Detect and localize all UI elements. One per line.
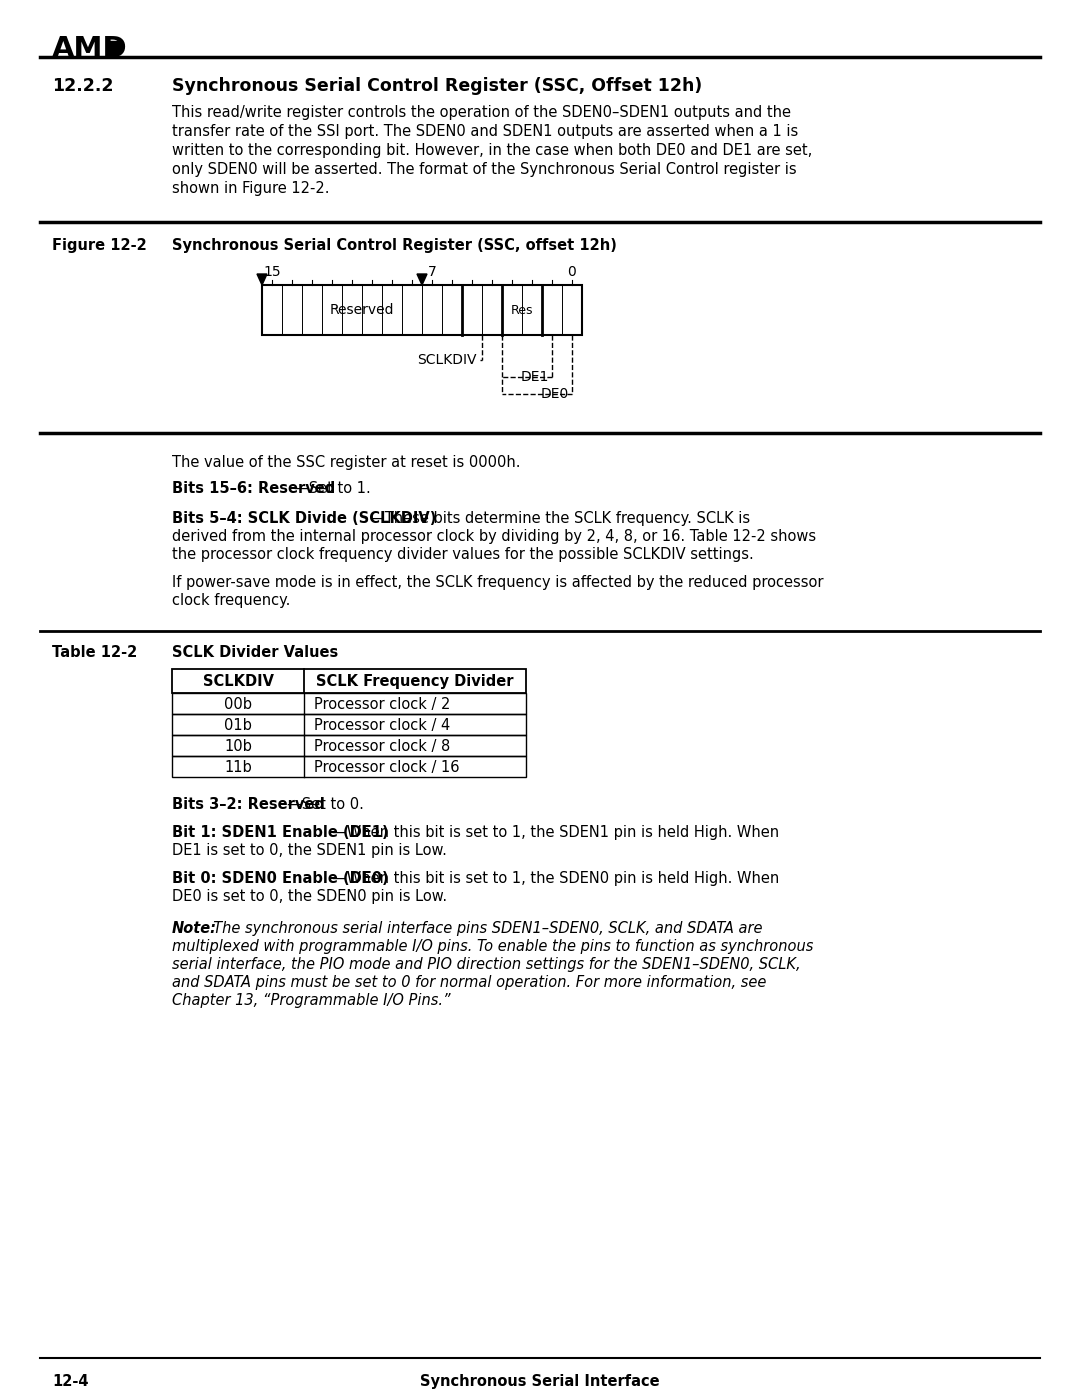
Text: Synchronous Serial Interface: Synchronous Serial Interface <box>420 1375 660 1389</box>
Bar <box>107 41 120 54</box>
Text: serial interface, the PIO mode and PIO direction settings for the SDEN1–SDEN0, S: serial interface, the PIO mode and PIO d… <box>172 957 800 972</box>
Text: transfer rate of the SSI port. The SDEN0 and SDEN1 outputs are asserted when a 1: transfer rate of the SSI port. The SDEN0… <box>172 124 798 138</box>
Text: 12.2.2: 12.2.2 <box>52 77 113 95</box>
Text: If power-save mode is in effect, the SCLK frequency is affected by the reduced p: If power-save mode is in effect, the SCL… <box>172 576 824 590</box>
Text: Reserved: Reserved <box>329 303 394 317</box>
Text: Synchronous Serial Control Register (SSC, Offset 12h): Synchronous Serial Control Register (SSC… <box>172 77 702 95</box>
Text: —When this bit is set to 1, the SDEN1 pin is held High. When: —When this bit is set to 1, the SDEN1 pi… <box>332 826 779 840</box>
Text: 00b: 00b <box>224 697 252 712</box>
Text: Chapter 13, “Programmable I/O Pins.”: Chapter 13, “Programmable I/O Pins.” <box>172 993 450 1009</box>
Text: multiplexed with programmable I/O pins. To enable the pins to function as synchr: multiplexed with programmable I/O pins. … <box>172 939 813 954</box>
Text: Note:: Note: <box>172 921 217 936</box>
Text: Table 12-2: Table 12-2 <box>52 645 137 659</box>
Text: Res: Res <box>511 303 534 317</box>
Text: Processor clock / 2: Processor clock / 2 <box>314 697 450 712</box>
Text: 11b: 11b <box>225 760 252 775</box>
Text: Processor clock / 8: Processor clock / 8 <box>314 739 450 754</box>
Text: —When this bit is set to 1, the SDEN0 pin is held High. When: —When this bit is set to 1, the SDEN0 pi… <box>332 870 780 886</box>
Text: SCLKDIV: SCLKDIV <box>203 673 273 689</box>
Text: 7: 7 <box>428 265 436 279</box>
Text: AMD: AMD <box>52 35 127 63</box>
Text: SCLK Divider Values: SCLK Divider Values <box>172 645 338 659</box>
Bar <box>172 735 526 756</box>
Text: written to the corresponding bit. However, in the case when both DE0 and DE1 are: written to the corresponding bit. Howeve… <box>172 142 812 158</box>
Text: 01b: 01b <box>224 718 252 733</box>
Text: The synchronous serial interface pins SDEN1–SDEN0, SCLK, and SDATA are: The synchronous serial interface pins SD… <box>204 921 762 936</box>
Text: Figure 12-2: Figure 12-2 <box>52 237 147 253</box>
Text: Bits 3–2: Reserved: Bits 3–2: Reserved <box>172 798 325 812</box>
Text: The value of the SSC register at reset is 0000h.: The value of the SSC register at reset i… <box>172 455 521 469</box>
Text: SCLK Frequency Divider: SCLK Frequency Divider <box>316 673 514 689</box>
Text: DE1 is set to 0, the SDEN1 pin is Low.: DE1 is set to 0, the SDEN1 pin is Low. <box>172 842 447 858</box>
Text: derived from the internal processor clock by dividing by 2, 4, 8, or 16. Table 1: derived from the internal processor cloc… <box>172 529 816 543</box>
Text: Bits 15–6: Reserved: Bits 15–6: Reserved <box>172 481 335 496</box>
Text: Bit 1: SDEN1 Enable (DE1): Bit 1: SDEN1 Enable (DE1) <box>172 826 389 840</box>
Text: only SDEN0 will be asserted. The format of the Synchronous Serial Control regist: only SDEN0 will be asserted. The format … <box>172 162 797 177</box>
Text: Synchronous Serial Control Register (SSC, offset 12h): Synchronous Serial Control Register (SSC… <box>172 237 617 253</box>
Bar <box>172 756 526 777</box>
Text: DE0 is set to 0, the SDEN0 pin is Low.: DE0 is set to 0, the SDEN0 pin is Low. <box>172 888 447 904</box>
Text: —These bits determine the SCLK frequency. SCLK is: —These bits determine the SCLK frequency… <box>370 511 751 527</box>
Text: —Set to 1.: —Set to 1. <box>294 481 370 496</box>
Text: clock frequency.: clock frequency. <box>172 592 291 608</box>
Text: Bits 5–4: SCLK Divide (SCLKDIV): Bits 5–4: SCLK Divide (SCLKDIV) <box>172 511 436 527</box>
Text: 0: 0 <box>568 265 577 279</box>
Bar <box>172 669 526 693</box>
Polygon shape <box>417 274 427 285</box>
Text: SCLKDIV: SCLKDIV <box>418 353 477 367</box>
Bar <box>262 285 582 335</box>
Text: This read/write register controls the operation of the SDEN0–SDEN1 outputs and t: This read/write register controls the op… <box>172 105 791 120</box>
Text: shown in Figure 12-2.: shown in Figure 12-2. <box>172 182 329 196</box>
Text: Processor clock / 4: Processor clock / 4 <box>314 718 450 733</box>
Text: Processor clock / 16: Processor clock / 16 <box>314 760 459 775</box>
Text: the processor clock frequency divider values for the possible SCLKDIV settings.: the processor clock frequency divider va… <box>172 548 754 562</box>
Text: —Set to 0.: —Set to 0. <box>287 798 364 812</box>
Text: and SDATA pins must be set to 0 for normal operation. For more information, see: and SDATA pins must be set to 0 for norm… <box>172 975 767 990</box>
Bar <box>172 714 526 735</box>
Text: 12-4: 12-4 <box>52 1375 89 1389</box>
Text: 15: 15 <box>264 265 281 279</box>
Bar <box>172 693 526 714</box>
Polygon shape <box>257 274 267 285</box>
Text: Bit 0: SDEN0 Enable (DE0): Bit 0: SDEN0 Enable (DE0) <box>172 870 389 886</box>
Text: DE0: DE0 <box>541 387 569 401</box>
Text: DE1: DE1 <box>521 370 549 384</box>
Text: 10b: 10b <box>224 739 252 754</box>
